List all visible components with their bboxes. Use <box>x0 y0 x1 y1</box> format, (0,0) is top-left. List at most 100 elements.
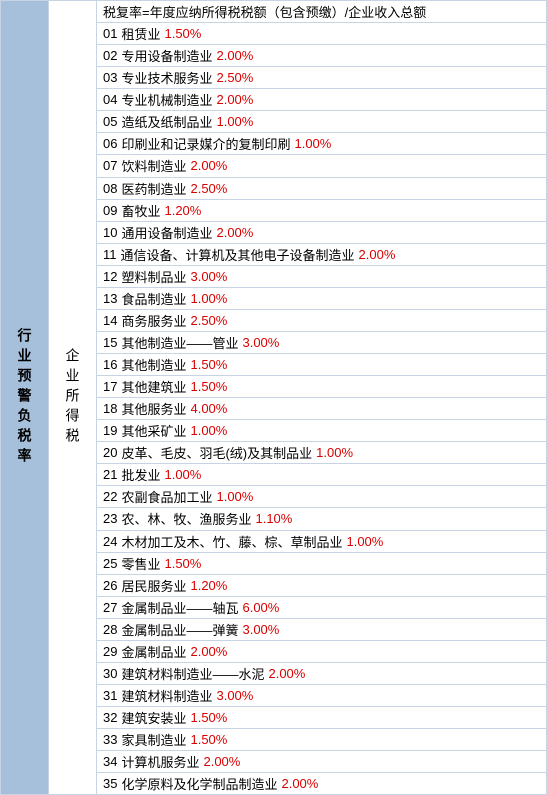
table-row: 08医药制造业2.50% <box>97 178 546 200</box>
table-row: 26居民服务业1.20% <box>97 575 546 597</box>
row-number: 04 <box>103 92 117 107</box>
table-row: 07饮料制造业2.00% <box>97 155 546 177</box>
row-number: 15 <box>103 335 117 350</box>
industry-name: 计算机服务业 <box>121 752 199 771</box>
industry-name: 金属制品业 <box>121 642 186 661</box>
row-number: 08 <box>103 181 117 196</box>
industry-name: 专业技术服务业 <box>121 68 212 87</box>
table-row: 27 金属制品业——轴瓦 6.00% <box>97 597 546 619</box>
tax-rate: 1.00% <box>190 291 227 306</box>
row-number: 10 <box>103 225 117 240</box>
row-number: 09 <box>103 203 117 218</box>
row-number: 35 <box>103 776 117 791</box>
tax-rate: 2.00% <box>216 48 253 63</box>
tax-rate: 3.00% <box>216 688 253 703</box>
tax-rate: 3.00% <box>242 622 279 637</box>
table-row: 35 化学原料及化学制品制造业 2.00% <box>97 773 546 794</box>
tax-rate: 1.00% <box>190 423 227 438</box>
industry-name: 木材加工及木、竹、藤、棕、草制品业 <box>121 532 342 551</box>
tax-rate: 2.00% <box>190 644 227 659</box>
industry-name: 其他建筑业 <box>121 377 186 396</box>
row-number: 12 <box>103 269 117 284</box>
tax-rate: 1.20% <box>190 578 227 593</box>
industry-name: 畜牧业 <box>121 201 160 220</box>
industry-name: 专用设备制造业 <box>121 46 212 65</box>
industry-name: 皮革、毛皮、羽毛(绒)及其制品业 <box>121 443 312 462</box>
table-row: 09畜牧业1.20% <box>97 200 546 222</box>
tax-rate: 1.50% <box>190 732 227 747</box>
row-number: 02 <box>103 48 117 63</box>
industry-name: 零售业 <box>121 554 160 573</box>
industry-name: 建筑材料制造业 <box>121 686 212 705</box>
tax-rate: 1.00% <box>216 489 253 504</box>
industry-name: 通用设备制造业 <box>121 223 212 242</box>
tax-rate: 1.00% <box>164 467 201 482</box>
header-text: 税复率=年度应纳所得税税额（包含预缴）/企业收入总额 <box>103 2 426 21</box>
tax-rate: 1.00% <box>346 534 383 549</box>
tax-rate: 2.50% <box>190 313 227 328</box>
row-number: 30 <box>103 666 117 681</box>
row-number: 21 <box>103 467 117 482</box>
tax-rate: 2.00% <box>268 666 305 681</box>
row-number: 13 <box>103 291 117 306</box>
tax-rate: 1.00% <box>216 114 253 129</box>
table-row: 34计算机服务业2.00% <box>97 751 546 773</box>
tax-rate: 2.00% <box>190 158 227 173</box>
row-number: 28 <box>103 622 117 637</box>
tax-rate: 2.00% <box>216 225 253 240</box>
table-row: 22农副食品加工业1.00% <box>97 486 546 508</box>
table-row: 17其他建筑业1.50% <box>97 376 546 398</box>
row-number: 29 <box>103 644 117 659</box>
tax-rate: 1.50% <box>190 710 227 725</box>
industry-name: 通信设备、计算机及其他电子设备制造业 <box>121 245 355 264</box>
industry-name: 化学原料及化学制品制造业 <box>121 774 277 793</box>
tax-rate: 2.50% <box>190 181 227 196</box>
column-category: 行业预警负税率 <box>1 1 49 794</box>
industry-name: 建筑安装业 <box>121 708 186 727</box>
tax-rate: 2.00% <box>281 776 318 791</box>
category-label: 行业预警负税率 <box>15 328 35 468</box>
row-number: 27 <box>103 600 117 615</box>
row-number: 20 <box>103 445 117 460</box>
table-row: 31 建筑材料制造业 3.00% <box>97 685 546 707</box>
table-row: 30 建筑材料制造业——水泥 2.00% <box>97 663 546 685</box>
tax-rate: 2.50% <box>216 70 253 85</box>
header-row: 税复率=年度应纳所得税税额（包含预缴）/企业收入总额 <box>97 1 546 23</box>
row-number: 31 <box>103 688 117 703</box>
table-row: 11通信设备、计算机及其他电子设备制造业2.00% <box>97 244 546 266</box>
row-number: 07 <box>103 158 117 173</box>
column-rows: 税复率=年度应纳所得税税额（包含预缴）/企业收入总额 01租赁业1.50% 02 专… <box>97 1 546 794</box>
row-number: 25 <box>103 556 117 571</box>
tax-rate: 1.50% <box>164 556 201 571</box>
row-number: 17 <box>103 379 117 394</box>
tax-rate: 4.00% <box>190 401 227 416</box>
row-number: 03 <box>103 70 117 85</box>
tax-rate: 1.00% <box>294 136 331 151</box>
tax-type-label: 企业所得税 <box>63 348 83 448</box>
row-number: 26 <box>103 578 117 593</box>
table-row: 02 专用设备制造业 2.00% <box>97 45 546 67</box>
tax-rate: 1.50% <box>190 357 227 372</box>
tax-rate: 2.00% <box>359 247 396 262</box>
tax-rate: 6.00% <box>242 600 279 615</box>
table-row: 24木材加工及木、竹、藤、棕、草制品业1.00% <box>97 531 546 553</box>
table-row: 13食品制造业1.00% <box>97 288 546 310</box>
row-number: 34 <box>103 754 117 769</box>
table-row: 21批发业1.00% <box>97 464 546 486</box>
industry-name: 其他制造业 <box>121 355 186 374</box>
row-number: 14 <box>103 313 117 328</box>
row-number: 01 <box>103 26 117 41</box>
table-row: 32建筑安装业1.50% <box>97 707 546 729</box>
table-row: 25 零售业 1.50% <box>97 553 546 575</box>
row-number: 06 <box>103 136 117 151</box>
industry-name: 金属制品业——轴瓦 <box>121 598 238 617</box>
tax-rate-table: 行业预警负税率 企业所得税 税复率=年度应纳所得税税额（包含预缴）/企业收入总额… <box>0 0 547 795</box>
industry-name: 塑料制品业 <box>121 267 186 286</box>
table-row: 28金属制品业——弹簧3.00% <box>97 619 546 641</box>
industry-name: 其他服务业 <box>121 399 186 418</box>
tax-rate: 2.00% <box>216 92 253 107</box>
industry-name: 建筑材料制造业——水泥 <box>121 664 264 683</box>
table-row: 12塑料制品业3.00% <box>97 266 546 288</box>
table-row: 01租赁业1.50% <box>97 23 546 45</box>
industry-name: 专业机械制造业 <box>121 90 212 109</box>
